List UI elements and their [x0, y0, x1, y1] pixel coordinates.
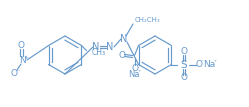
- Text: CH₂CH₃: CH₂CH₃: [135, 17, 161, 23]
- Text: O: O: [10, 70, 17, 79]
- Text: ⁺: ⁺: [214, 60, 217, 65]
- Text: ⁻: ⁻: [201, 60, 204, 65]
- Text: ⁻: ⁻: [136, 64, 139, 69]
- Text: ⁻: ⁻: [16, 69, 20, 75]
- Text: Na: Na: [128, 70, 139, 79]
- Text: O: O: [17, 41, 24, 50]
- Text: O: O: [131, 64, 138, 73]
- Text: O: O: [118, 51, 125, 60]
- Text: O: O: [181, 47, 188, 56]
- Text: S: S: [180, 59, 187, 70]
- Text: N: N: [106, 42, 114, 52]
- Text: O: O: [196, 60, 203, 69]
- Text: N: N: [92, 42, 100, 52]
- Text: ⁺: ⁺: [138, 70, 141, 75]
- Text: N: N: [20, 56, 26, 65]
- Text: +: +: [23, 54, 29, 59]
- Text: O: O: [181, 73, 188, 82]
- Text: Na: Na: [203, 60, 216, 69]
- Text: N: N: [120, 34, 128, 44]
- Text: CH₃: CH₃: [91, 48, 106, 57]
